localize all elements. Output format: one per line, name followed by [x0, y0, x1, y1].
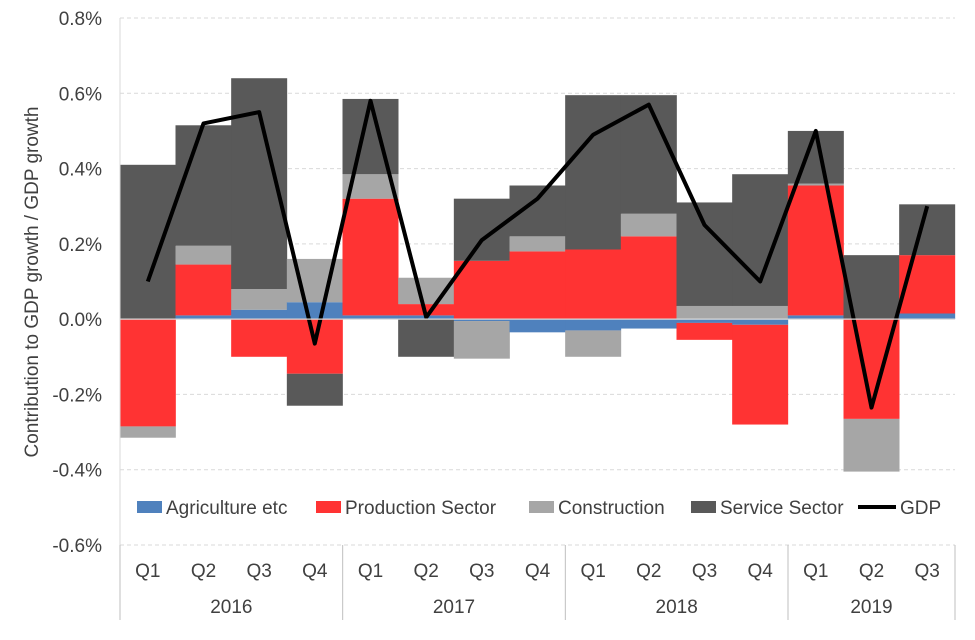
bar-production-sector [286, 319, 343, 374]
bar-production-sector [175, 264, 232, 316]
bar-construction [676, 305, 733, 320]
legend-swatch [316, 501, 341, 513]
bar-service-sector [398, 319, 455, 357]
bar-agriculture-etc [565, 319, 622, 331]
bar-agriculture-etc [231, 309, 288, 320]
bar-construction [732, 305, 789, 320]
bar-production-sector [732, 324, 789, 425]
bar-construction [231, 289, 288, 310]
bar-agriculture-etc [175, 315, 232, 320]
bar-agriculture-etc [342, 315, 399, 320]
legend-swatch [137, 501, 162, 513]
bar-production-sector [509, 251, 566, 320]
y-tick-label: -0.2% [52, 385, 102, 406]
year-label: 2018 [656, 597, 698, 618]
bar-service-sector [565, 95, 622, 250]
bar-production-sector [119, 319, 176, 427]
bar-agriculture-etc [732, 319, 789, 325]
bar-service-sector [286, 373, 343, 406]
bar-service-sector [119, 164, 176, 320]
y-tick-label: 0.4% [59, 160, 102, 181]
x-tick-label: Q3 [246, 561, 271, 582]
bar-construction [119, 426, 176, 438]
x-tick-label: Q2 [413, 561, 438, 582]
y-tick-label: -0.4% [52, 461, 102, 482]
bar-service-sector [732, 174, 789, 306]
year-label: 2017 [433, 597, 475, 618]
year-label: 2016 [210, 597, 252, 618]
x-tick-label: Q4 [302, 561, 328, 582]
gdp-line-group [145, 98, 930, 410]
x-tick-label: Q4 [747, 561, 773, 582]
bar-service-sector [231, 78, 288, 290]
bar-production-sector [899, 255, 956, 314]
legend-label: Production Sector [345, 498, 497, 519]
bar-agriculture-etc [509, 319, 566, 333]
legend: Agriculture etc Production Sector Construc… [137, 498, 941, 519]
bar-service-sector [175, 125, 232, 246]
gdp-line [145, 98, 930, 410]
x-tick-label: Q1 [358, 561, 383, 582]
year-label: 2019 [850, 597, 892, 618]
bar-agriculture-etc [899, 313, 956, 320]
x-tick-label: Q4 [525, 561, 551, 582]
y-axis-label: Contribution to GDP growth / GDP growth [22, 107, 43, 458]
bar-production-sector [787, 185, 844, 316]
bar-production-sector [565, 249, 622, 320]
x-tick-label: Q2 [191, 561, 216, 582]
x-tick-label: Q2 [859, 561, 884, 582]
legend-label: Construction [558, 498, 665, 519]
bar-agriculture-etc [286, 302, 343, 320]
y-tick-label: 0.8% [59, 9, 102, 30]
x-tick-label: Q3 [692, 561, 717, 582]
bar-construction [843, 418, 900, 472]
x-tick-label: Q3 [914, 561, 939, 582]
bars [119, 78, 956, 472]
bar-agriculture-etc [453, 319, 510, 322]
bar-agriculture-etc [787, 315, 844, 320]
bar-service-sector [453, 198, 510, 261]
axes: -0.6% -0.4% -0.2% 0.0% 0.2% 0.4% 0.6% 0.8% Q1 Q2 Q… [52, 9, 956, 620]
legend-label: Service Sector [720, 498, 844, 519]
bar-production-sector [342, 198, 399, 316]
y-tick-label: 0.0% [59, 310, 102, 331]
y-tick-label: -0.6% [52, 536, 102, 557]
bar-construction [620, 213, 677, 237]
x-tick-label: Q2 [636, 561, 661, 582]
bar-construction [509, 236, 566, 252]
legend-swatch [529, 501, 554, 513]
bar-service-sector [342, 98, 399, 175]
y-tick-label: 0.2% [59, 235, 102, 256]
x-tick-label: Q3 [469, 561, 494, 582]
bar-production-sector [453, 260, 510, 320]
bar-production-sector [676, 322, 733, 340]
bar-agriculture-etc [676, 319, 733, 323]
bar-construction [787, 183, 844, 186]
legend-label: GDP [900, 498, 941, 519]
x-tick-label: Q1 [135, 561, 160, 582]
bar-agriculture-etc [620, 319, 677, 329]
y-tick-label: 0.6% [59, 84, 102, 105]
bar-construction [453, 321, 510, 359]
bar-construction [175, 245, 232, 265]
bar-production-sector [620, 236, 677, 320]
bar-production-sector [231, 319, 288, 357]
x-tick-label: Q1 [803, 561, 828, 582]
legend-label: Agriculture etc [166, 498, 287, 519]
x-tick-label: Q1 [580, 561, 605, 582]
bar-service-sector [676, 202, 733, 306]
bar-construction [565, 330, 622, 357]
legend-swatch [691, 501, 716, 513]
